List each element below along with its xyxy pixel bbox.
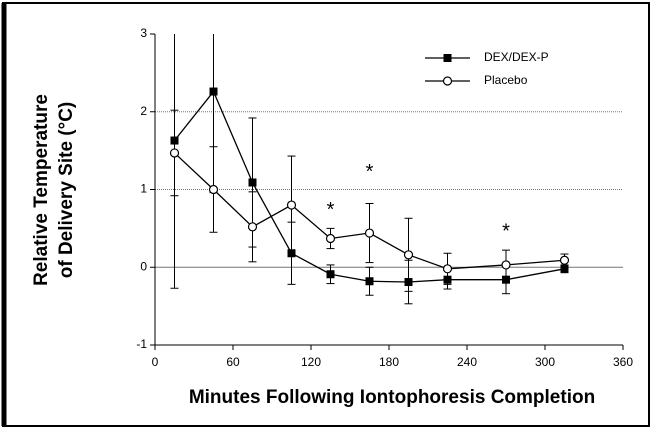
data-point (442, 264, 453, 274)
data-point (404, 278, 413, 287)
data-point (248, 178, 257, 187)
data-point (364, 228, 375, 238)
plot-area (169, 34, 570, 305)
y-tick-label: 3 (140, 26, 147, 40)
y-tick-label: -1 (136, 337, 147, 351)
data-point (209, 87, 218, 96)
y-axis-label: of Delivery Site (°C) (56, 102, 77, 279)
legend-label: DEX/DEX-P (484, 50, 549, 64)
legend-label: Placebo (484, 73, 528, 87)
y-tick-label: 0 (140, 259, 147, 273)
y-tick-label: 2 (140, 104, 147, 118)
data-point (325, 233, 336, 244)
x-tick-label: 360 (613, 355, 633, 369)
data-point (501, 260, 511, 270)
data-point (170, 136, 179, 145)
data-point (365, 277, 374, 286)
data-point (169, 148, 180, 158)
data-point (287, 249, 296, 258)
x-tick-label: 120 (301, 355, 321, 369)
x-axis-label: Minutes Following Iontophoresis Completi… (189, 387, 595, 408)
x-tick-label: 0 (152, 355, 159, 369)
data-point (208, 184, 219, 195)
annotation: * (502, 221, 510, 243)
x-tick-label: 60 (226, 355, 240, 369)
series-line (173, 90, 565, 283)
series-line (174, 152, 565, 270)
annotation: * (327, 199, 335, 221)
legend-marker (443, 54, 452, 62)
data-point (560, 264, 569, 273)
data-point (559, 255, 570, 265)
annotation: * (366, 161, 374, 183)
data-point (286, 200, 297, 210)
y-axis-label: Relative Temperature (31, 94, 52, 286)
data-point (326, 270, 335, 279)
data-point (443, 275, 452, 284)
data-point (247, 222, 258, 232)
x-tick-label: 180 (379, 355, 399, 369)
x-tick-label: 300 (535, 355, 555, 369)
legend-marker (442, 76, 453, 86)
x-tick-label: 240 (457, 355, 477, 369)
y-tick-label: 1 (140, 182, 147, 196)
data-point (502, 275, 510, 284)
data-point (403, 250, 414, 260)
